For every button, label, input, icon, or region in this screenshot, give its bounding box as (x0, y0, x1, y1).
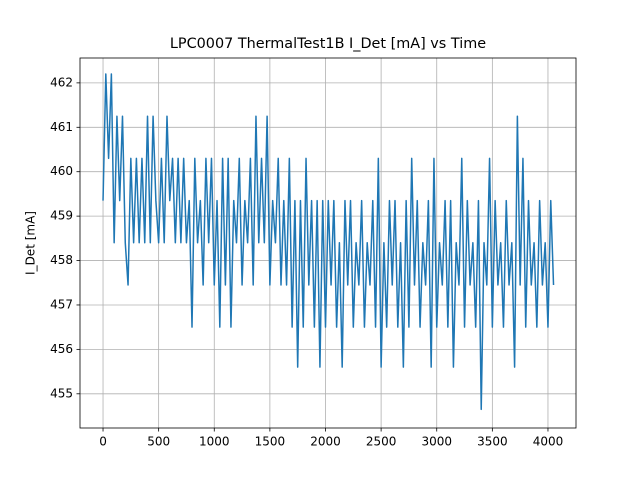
plot (102, 73, 555, 411)
x-tick-label: 1000 (199, 435, 230, 449)
y-tick-label: 455 (50, 386, 73, 400)
x-tick-label: 4000 (533, 435, 564, 449)
x-tick-label: 2000 (310, 435, 341, 449)
y-tick-label: 460 (50, 164, 73, 178)
x-tick-label: 3500 (477, 435, 508, 449)
data-line (102, 73, 555, 411)
axes-frame (79, 57, 577, 429)
y-tick-label: 462 (50, 75, 73, 89)
y-tick-label: 461 (50, 120, 73, 134)
x-tick-label: 2500 (366, 435, 397, 449)
x-tick-label: 3000 (421, 435, 452, 449)
y-tick-label: 458 (50, 253, 73, 267)
x-tick-label: 1500 (255, 435, 286, 449)
y-tick-label: 456 (50, 342, 73, 356)
y-axis-label: I_Det [mA] (24, 211, 38, 275)
chart-title: LPC0007 ThermalTest1B I_Det [mA] vs Time (170, 36, 486, 52)
y-tick-label: 459 (50, 209, 73, 223)
x-tick-label: 500 (147, 435, 170, 449)
y-tick-label: 457 (50, 297, 73, 311)
x-tick-label: 0 (99, 435, 107, 449)
